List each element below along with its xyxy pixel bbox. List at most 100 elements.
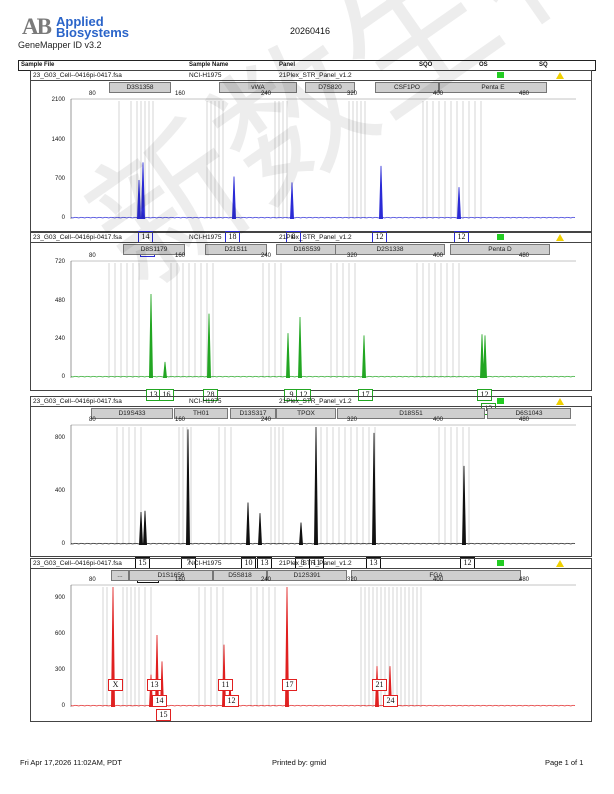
panel-meta-row: 23_G03_Cell--0416pi-0417.fsa NCI-H1975 21P… [31,71,591,81]
allele-call-label[interactable]: 14 [152,695,167,707]
allele-peak [143,510,147,546]
allele-peak [299,522,303,546]
allele-call-label[interactable]: 17 [358,389,373,401]
allele-call-label[interactable]: 17 [282,679,297,691]
electropherogram-panel: 23_G03_Cell--0416pi-0417.fsa NCI-H1975 21P… [30,232,592,415]
marker-bin[interactable]: D3S1358 [109,82,171,93]
marker-bin[interactable]: D6S1043 [487,408,571,419]
allele-call-label[interactable]: 12 [296,389,311,401]
y-tick-label: 700 [54,176,65,183]
marker-bin[interactable]: D19S433 [91,408,173,419]
footer-printed-by: Printed by: gmid [272,758,327,767]
panel-sample-file: 23_G03_Cell--0416pi-0417.fsa [33,560,122,567]
allele-call-label[interactable]: 28 [203,389,218,401]
marker-bin[interactable]: Penta E [439,82,547,93]
marker-bin[interactable]: D12S391 [267,570,347,581]
electropherogram-plot [70,424,576,546]
allele-peak [163,361,167,379]
x-tick-label: 320 [347,417,358,423]
sq-warning-flag [556,398,564,405]
logo-line2: Biosystems [56,25,129,40]
x-tick-label: 400 [433,417,444,423]
x-tick-label: 480 [519,577,530,583]
logo-line1: Applied [56,14,104,29]
allele-peak [286,333,290,379]
allele-peak [232,176,236,220]
allele-peak [290,182,294,220]
marker-bin[interactable]: TPOX [276,408,336,419]
col-panel: Panel [279,62,296,68]
marker-bin[interactable]: vWA [219,82,297,93]
allele-call-label[interactable]: 24 [383,695,398,707]
allele-call-label[interactable]: 13 [147,679,162,691]
panel-sample-file: 23_G03_Cell--0416pi-0417.fsa [33,398,122,405]
x-tick-label: 240 [261,417,272,423]
y-tick-label: 0 [61,703,65,709]
allele-call-label[interactable]: 11 [218,679,233,691]
marker-bin[interactable]: D2S1338 [335,244,445,255]
marker-bin[interactable]: TH01 [174,408,228,419]
y-tick-label: 800 [54,434,65,441]
marker-bin[interactable]: ... [111,570,129,581]
panel-sample-name: NCI-H1975 [189,72,222,79]
trace-baseline [70,542,576,545]
allele-peak [362,335,366,379]
marker-bin[interactable]: CSF1PO [375,82,439,93]
marker-bin[interactable]: FGA [351,570,521,581]
col-sample-name: Sample Name [189,62,229,68]
y-tick-label: 0 [61,541,65,547]
allele-peak [457,187,461,220]
panel-sample-name: NCI-H1975 [189,560,222,567]
allele-call-label[interactable]: 16 [159,389,174,401]
allele-peak [480,334,484,379]
allele-peak [186,429,190,546]
marker-bin[interactable]: D5S818 [213,570,267,581]
allele-call-label[interactable]: 15 [156,709,171,721]
x-tick-label: 240 [261,253,272,259]
allele-call-label[interactable]: 21 [372,679,387,691]
x-tick-label: 80 [89,417,96,423]
marker-bin[interactable]: Penta D [450,244,550,255]
panel-sample-name: NCI-H1975 [189,234,222,241]
y-tick-label: 0 [61,374,65,380]
x-tick-label: 480 [519,253,530,259]
trace-baseline [70,216,576,219]
x-tick-label: 240 [261,91,272,97]
y-tick-label: 240 [54,336,65,343]
x-tick-label: 160 [175,417,186,423]
allele-peak [139,511,143,546]
marker-bin[interactable]: D13S317 [230,408,276,419]
trace-baseline [70,704,576,707]
allele-peak [285,586,289,708]
marker-bin[interactable]: D18S51 [337,408,485,419]
allele-call-label[interactable]: 12 [477,389,492,401]
allele-peak [372,432,376,546]
x-tick-label: 80 [89,253,96,259]
x-tick-label: 320 [347,91,358,97]
x-tick-label: 400 [433,253,444,259]
allele-call-label[interactable]: 12 [224,695,239,707]
x-tick-label: 80 [89,577,96,583]
y-tick-label: 0 [61,215,65,221]
marker-bin[interactable]: D1S1656 [129,570,213,581]
y-tick-label: 900 [54,595,65,601]
allele-peak [258,513,262,546]
marker-bin[interactable]: D21S11 [205,244,267,255]
allele-call-label[interactable]: X [108,679,123,691]
panel-sample-file: 23_G03_Cell--0416pi-0417.fsa [33,72,122,79]
marker-bin[interactable]: D7S820 [305,82,355,93]
report-date: 20260416 [290,26,331,36]
sq-warning-flag [556,560,564,567]
x-tick-label: 160 [175,577,186,583]
electropherogram-plot [70,260,576,379]
x-tick-label: 400 [433,577,444,583]
x-tick-label: 480 [519,91,530,97]
marker-bin[interactable]: D8S1179 [123,244,185,255]
sqo-quality-flag [497,72,504,78]
y-tick-label: 2100 [51,97,65,103]
sqo-quality-flag [497,560,504,566]
x-tick-label: 240 [261,577,272,583]
panel-sample-file: 23_G03_Cell--0416pi-0417.fsa [33,234,122,241]
allele-call-label[interactable]: 13 [146,389,161,401]
x-tick-label: 80 [89,91,96,97]
